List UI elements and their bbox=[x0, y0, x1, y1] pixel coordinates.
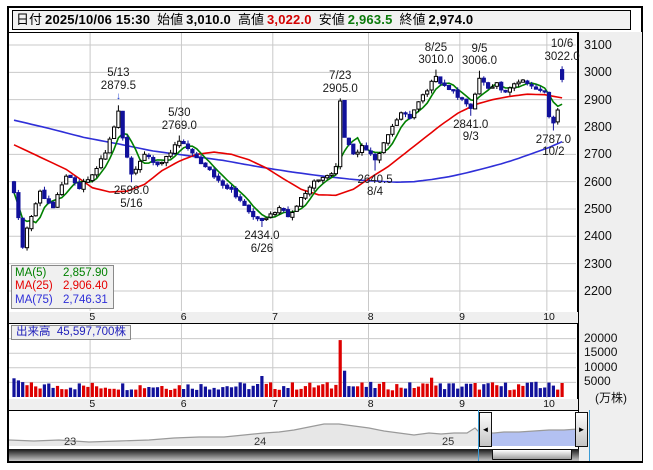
price-annotation-7-23: 7/23 2905.0 bbox=[322, 70, 358, 95]
year-label-25: 25 bbox=[442, 436, 455, 448]
close-value: 2,974.0 bbox=[428, 12, 474, 27]
open-label: 始値 bbox=[157, 12, 184, 27]
navigator-svg bbox=[8, 423, 579, 446]
price-tick-3000: 3000 bbox=[584, 65, 612, 80]
volume-tick-10000: 10000 bbox=[584, 359, 618, 374]
right-axis-column: 3100 3000 2900 2800 2700 2600 2500 2400 2300 2200… bbox=[578, 32, 642, 461]
price-tick-2700: 2700 bbox=[584, 147, 612, 162]
price-tick-2500: 2500 bbox=[584, 201, 612, 216]
month-tick-6: 6 bbox=[180, 398, 187, 410]
month-tick-5: 5 bbox=[89, 398, 96, 410]
month-tick-7: 7 bbox=[272, 398, 278, 410]
month-tick-10: 10 bbox=[543, 398, 555, 410]
price-tick-2400: 2400 bbox=[584, 229, 612, 244]
navigator-left-handle[interactable]: ◄ bbox=[479, 412, 492, 447]
candlestick-chart-area[interactable]: 5/13 2879.5 ↓ 2598.0 5/16 5/30 2769.0 2434.0 6/2… bbox=[9, 32, 580, 313]
price-tick-2300: 2300 bbox=[584, 256, 612, 271]
low-label: 安値 bbox=[318, 12, 345, 27]
price-annotation-5-16: 2598.0 5/16 bbox=[113, 185, 150, 210]
volume-label: 出来高 bbox=[16, 326, 51, 338]
high-value: 3,022.0 bbox=[266, 12, 312, 27]
high-label: 高値 bbox=[237, 12, 264, 27]
volume-tick-5000: 5000 bbox=[584, 374, 611, 389]
month-tick-8: 8 bbox=[367, 398, 374, 410]
price-tick-2900: 2900 bbox=[584, 92, 612, 107]
price-tick-2600: 2600 bbox=[584, 174, 612, 189]
scrollbar-thumb[interactable] bbox=[492, 449, 572, 460]
volume-value: 45,597,700株 bbox=[56, 326, 126, 338]
month-tick-9: 9 bbox=[459, 311, 465, 323]
month-tick-5: 5 bbox=[89, 311, 96, 323]
low-value: 2,963.5 bbox=[347, 12, 393, 27]
volume-unit-label: (万株) bbox=[595, 391, 627, 405]
month-tick-9: 9 bbox=[459, 398, 465, 410]
price-annotation-10-6: 10/6 3022.0 bbox=[544, 38, 580, 63]
price-annotation-6-26: 2434.0 6/26 bbox=[244, 230, 280, 255]
selection-right-line bbox=[589, 410, 590, 461]
price-annotation-5-13: 5/13 2879.5 ↓ bbox=[100, 67, 136, 103]
navigator-overview[interactable]: 23 24 25 bbox=[8, 410, 579, 450]
date-value: 2025/10/06 15:30 bbox=[45, 12, 151, 27]
ma-legend-row: MA(5) 2,857.90 bbox=[15, 266, 108, 279]
price-annotation-9-3: 2841.0 9/3 bbox=[453, 118, 489, 144]
price-tick-2200: 2200 bbox=[584, 283, 612, 298]
date-label: 日付 bbox=[16, 12, 43, 27]
close-label: 終値 bbox=[399, 12, 426, 27]
month-tick-7: 7 bbox=[272, 311, 278, 323]
price-annotation-8-25: 8/25 3010.0 bbox=[418, 41, 454, 67]
horizontal-scrollbar[interactable] bbox=[9, 449, 579, 461]
price-annotation-5-30: 5/30 2769.0 bbox=[161, 107, 197, 132]
volume-x-axis: 5 6 7 8 9 10 bbox=[9, 399, 578, 410]
price-tick-2800: 2800 bbox=[584, 119, 612, 134]
ma-legend-row: MA(75) 2,746.31 bbox=[15, 293, 108, 306]
price-tick-3100: 3100 bbox=[584, 38, 612, 52]
navigator-right-handle[interactable]: ► bbox=[575, 412, 588, 447]
month-tick-8: 8 bbox=[367, 311, 374, 323]
price-annotation-10-2: 2787.0 10/2 bbox=[535, 133, 571, 159]
ma-legend-row: MA(25) 2,906.40 bbox=[15, 280, 108, 292]
year-label-24: 24 bbox=[254, 436, 267, 448]
month-tick-10: 10 bbox=[543, 311, 555, 323]
price-annotation-9-5: 9/5 3006.0 bbox=[461, 42, 498, 68]
selection-left-line bbox=[478, 410, 479, 461]
month-tick-6: 6 bbox=[180, 311, 187, 323]
ohlc-header: 日付 2025/10/06 15:30 始値 3,010.0 高値 3,022.0 安値 2,… bbox=[12, 10, 631, 30]
volume-tick-15000: 15000 bbox=[584, 345, 618, 360]
volume-tick-20000: 20000 bbox=[584, 331, 618, 345]
chart-window: 日付 2025/10/06 15:30 始値 3,010.0 高値 3,022.0 安値 2,… bbox=[7, 6, 643, 463]
year-label-23: 23 bbox=[64, 436, 77, 448]
left-arrow-icon: ◄ bbox=[481, 425, 490, 434]
price-annotation-8-4: 2640.5 8/4 bbox=[357, 173, 393, 199]
right-arrow-icon: ► bbox=[577, 425, 586, 434]
main-chart-x-axis: 5 6 7 8 9 10 bbox=[9, 312, 578, 323]
volume-legend: 出来高 45,597,700株 bbox=[11, 325, 131, 340]
candlestick-svg bbox=[9, 33, 576, 311]
ma-legend: MA(5) 2,857.90 MA(25) 2,906.40 MA(75) 2,746.3… bbox=[11, 264, 114, 309]
volume-chart-area[interactable]: 出来高 45,597,700株 bbox=[9, 323, 578, 401]
open-value: 3,010.0 bbox=[186, 12, 231, 27]
